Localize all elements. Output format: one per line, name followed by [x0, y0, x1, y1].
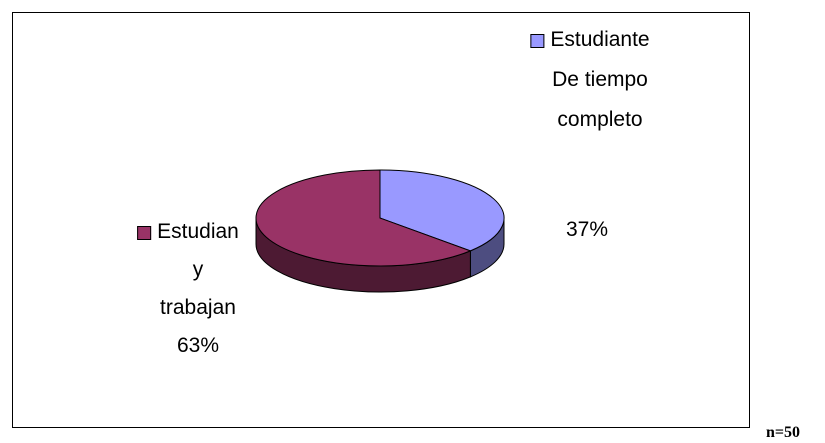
legend-marker	[530, 34, 545, 48]
slice-label: Estudiante De tiempo completo	[530, 20, 650, 140]
label-group: Estudian y trabajan 63%	[137, 213, 239, 365]
value-label: 63%	[176, 334, 220, 357]
label-group: Estudiante De tiempo completo	[530, 20, 650, 140]
slice	[255, 169, 472, 267]
slice-label: Estudian y trabajan	[137, 213, 239, 327]
annotation: n=50	[766, 424, 801, 441]
chart-frame	[12, 12, 750, 428]
slice	[379, 169, 505, 252]
legend-marker	[137, 226, 152, 240]
value-label: 37%	[565, 218, 609, 241]
